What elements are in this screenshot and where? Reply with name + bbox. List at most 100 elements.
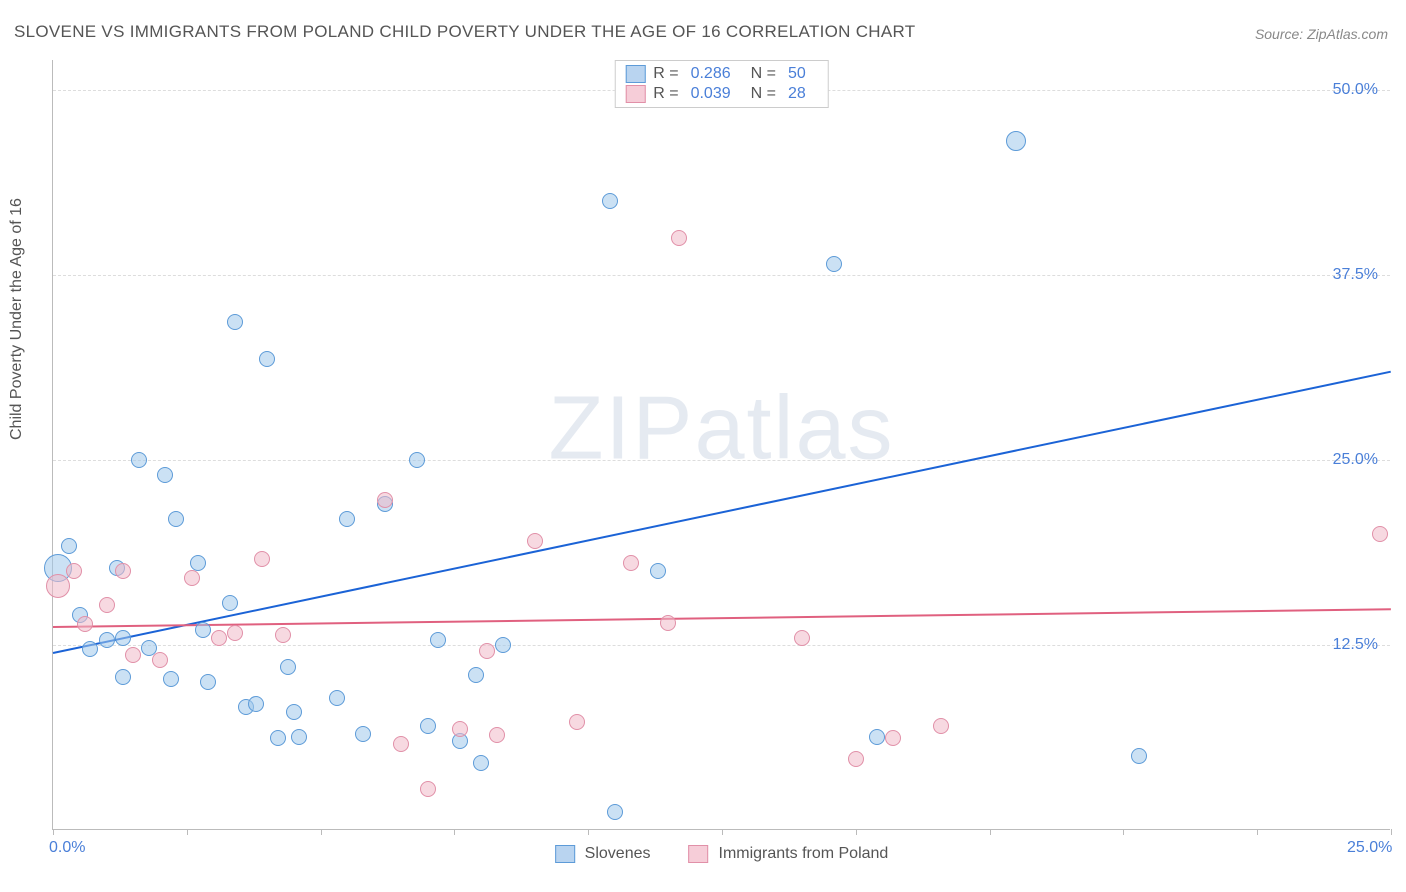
- legend-stats-row: R = 0.286 N = 50: [625, 65, 818, 83]
- scatter-point: [115, 669, 131, 685]
- legend-series-label: Immigrants from Poland: [718, 845, 888, 863]
- scatter-point: [152, 652, 168, 668]
- scatter-point: [826, 256, 842, 272]
- x-tick: [990, 829, 991, 835]
- scatter-point: [131, 452, 147, 468]
- scatter-point: [1372, 526, 1388, 542]
- scatter-point: [569, 714, 585, 730]
- scatter-point: [660, 615, 676, 631]
- y-axis-label: Child Poverty Under the Age of 16: [8, 198, 26, 440]
- scatter-point: [99, 597, 115, 613]
- y-tick-label: 25.0%: [1333, 451, 1378, 469]
- legend-swatch-blue: [555, 845, 575, 863]
- scatter-point: [286, 704, 302, 720]
- y-tick-label: 50.0%: [1333, 81, 1378, 99]
- scatter-point: [409, 452, 425, 468]
- scatter-point: [420, 718, 436, 734]
- scatter-point: [184, 570, 200, 586]
- gridline-horizontal: [53, 645, 1390, 646]
- x-tick: [1391, 829, 1392, 835]
- x-tick: [53, 829, 54, 835]
- legend-r-value: 0.039: [691, 85, 731, 103]
- scatter-point: [163, 671, 179, 687]
- legend-n-value: 50: [788, 65, 806, 83]
- scatter-point: [1006, 131, 1026, 151]
- scatter-point: [933, 718, 949, 734]
- scatter-point: [329, 690, 345, 706]
- scatter-point: [377, 492, 393, 508]
- scatter-point: [275, 627, 291, 643]
- x-tick: [722, 829, 723, 835]
- legend-swatch-pink: [688, 845, 708, 863]
- scatter-point: [195, 622, 211, 638]
- scatter-point: [227, 625, 243, 641]
- scatter-point: [222, 595, 238, 611]
- scatter-point: [270, 730, 286, 746]
- scatter-point: [157, 467, 173, 483]
- y-tick-label: 37.5%: [1333, 266, 1378, 284]
- scatter-point: [211, 630, 227, 646]
- scatter-point: [66, 563, 82, 579]
- scatter-point: [248, 696, 264, 712]
- scatter-point: [168, 511, 184, 527]
- scatter-point: [468, 667, 484, 683]
- scatter-point: [200, 674, 216, 690]
- scatter-point: [280, 659, 296, 675]
- scatter-point: [61, 538, 77, 554]
- legend-n-value: 28: [788, 85, 806, 103]
- scatter-point: [885, 730, 901, 746]
- scatter-point: [77, 616, 93, 632]
- scatter-point: [848, 751, 864, 767]
- legend-n-label: N =: [751, 85, 776, 103]
- source-attribution: Source: ZipAtlas.com: [1255, 26, 1388, 42]
- plot-area: ZIPatlas R = 0.286 N = 50 R = 0.039 N = …: [52, 60, 1390, 830]
- scatter-point: [650, 563, 666, 579]
- scatter-point: [869, 729, 885, 745]
- x-tick: [187, 829, 188, 835]
- legend-swatch-blue: [625, 65, 645, 83]
- scatter-point: [291, 729, 307, 745]
- scatter-point: [190, 555, 206, 571]
- x-tick: [856, 829, 857, 835]
- scatter-point: [607, 804, 623, 820]
- scatter-point: [430, 632, 446, 648]
- scatter-point: [602, 193, 618, 209]
- legend-series: Slovenes Immigrants from Poland: [555, 845, 889, 863]
- scatter-point: [339, 511, 355, 527]
- legend-r-value: 0.286: [691, 65, 731, 83]
- scatter-point: [115, 563, 131, 579]
- watermark-bold: ZIP: [548, 379, 694, 479]
- scatter-point: [82, 641, 98, 657]
- scatter-point: [473, 755, 489, 771]
- scatter-point: [115, 630, 131, 646]
- scatter-point: [794, 630, 810, 646]
- scatter-point: [125, 647, 141, 663]
- scatter-point: [671, 230, 687, 246]
- scatter-point: [527, 533, 543, 549]
- scatter-point: [495, 637, 511, 653]
- scatter-point: [479, 643, 495, 659]
- watermark-thin: atlas: [694, 379, 894, 479]
- x-tick: [454, 829, 455, 835]
- legend-r-label: R =: [653, 65, 678, 83]
- watermark: ZIPatlas: [548, 378, 894, 481]
- chart-container: SLOVENE VS IMMIGRANTS FROM POLAND CHILD …: [0, 0, 1406, 892]
- x-tick: [588, 829, 589, 835]
- scatter-point: [254, 551, 270, 567]
- scatter-point: [420, 781, 436, 797]
- gridline-horizontal: [53, 460, 1390, 461]
- y-tick-label: 12.5%: [1333, 636, 1378, 654]
- scatter-point: [99, 632, 115, 648]
- scatter-point: [1131, 748, 1147, 764]
- legend-r-label: R =: [653, 85, 678, 103]
- legend-series-label: Slovenes: [585, 845, 651, 863]
- x-tick: [321, 829, 322, 835]
- scatter-point: [46, 574, 70, 598]
- x-tick-label: 25.0%: [1347, 839, 1392, 857]
- scatter-point: [393, 736, 409, 752]
- scatter-point: [259, 351, 275, 367]
- scatter-point: [227, 314, 243, 330]
- scatter-point: [355, 726, 371, 742]
- legend-stats: R = 0.286 N = 50 R = 0.039 N = 28: [614, 60, 829, 108]
- x-tick-label: 0.0%: [49, 839, 85, 857]
